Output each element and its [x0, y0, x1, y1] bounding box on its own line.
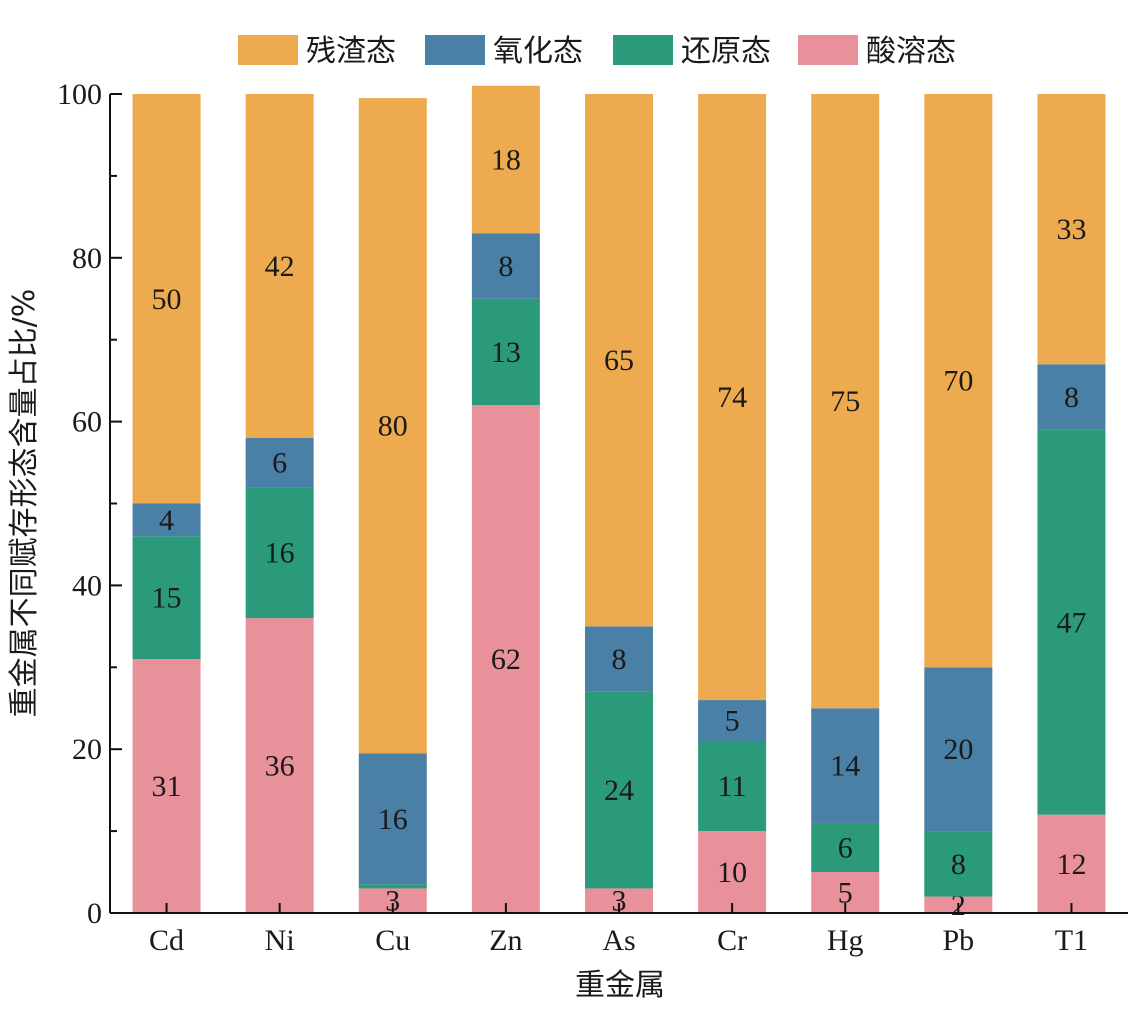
bar-Pb-氧化态	[924, 667, 993, 832]
bar-Zn-酸溶态	[471, 405, 540, 913]
legend-swatch-残渣态	[238, 35, 298, 65]
data-label-Cu-残渣态: 80	[378, 410, 408, 443]
data-label-As-还原态: 24	[604, 774, 634, 807]
bar-Pb-残渣态	[924, 94, 993, 668]
data-label-Pb-氧化态: 20	[943, 733, 973, 766]
data-label-Zn-残渣态: 18	[491, 144, 521, 177]
data-label-Ni-酸溶态: 36	[265, 750, 295, 783]
bar-Cd-还原态	[132, 536, 201, 660]
legend: 残渣态 氧化态 还原态 酸溶态	[238, 34, 956, 69]
x-tick-label: Hg	[827, 924, 864, 957]
bar-Cd-氧化态	[132, 503, 201, 537]
bar-Cd-残渣态	[132, 94, 201, 504]
data-label-Hg-还原态: 6	[838, 831, 853, 864]
legend-label-还原态: 还原态	[681, 34, 771, 69]
data-label-Cd-酸溶态: 31	[152, 770, 182, 803]
bar-T1-残渣态	[1037, 94, 1106, 365]
bar-Hg-氧化态	[811, 708, 880, 823]
x-axis-title: 重金属	[575, 968, 665, 1003]
data-label-Cd-残渣态: 50	[152, 283, 182, 316]
bar-Zn-氧化态	[471, 233, 540, 299]
data-label-Cu-酸溶态: 3	[385, 885, 400, 918]
y-tick-label: 20	[72, 733, 102, 766]
bar-As-氧化态	[585, 626, 653, 692]
x-tick-label: As	[602, 924, 635, 957]
x-tick-label: Pb	[942, 924, 974, 957]
bar-Cr-还原态	[698, 741, 767, 832]
bar-As-还原态	[585, 691, 653, 889]
bar-Ni-氧化态	[245, 437, 314, 488]
bars: 31 15 4 50 36 16 6 42 3 16 80 62 13 8 18 3 24 8 65 10 11 5 74 5…	[132, 85, 1106, 922]
bar-Zn-残渣态	[471, 85, 540, 234]
y-tick-label: 40	[72, 569, 102, 602]
data-label-Ni-氧化态: 6	[272, 447, 287, 480]
legend-label-氧化态: 氧化态	[493, 34, 583, 69]
bar-As-残渣态	[585, 94, 653, 627]
bar-Ni-还原态	[245, 487, 314, 619]
data-label-Zn-酸溶态: 62	[491, 643, 521, 676]
bar-Ni-酸溶态	[245, 618, 314, 913]
legend-swatch-氧化态	[425, 35, 485, 65]
x-tick-label: Cr	[717, 924, 747, 957]
legend-label-酸溶态: 酸溶态	[866, 34, 956, 69]
bar-Cu-还原态	[358, 884, 427, 889]
data-label-As-氧化态: 8	[612, 643, 627, 676]
bar-Cr-酸溶态	[698, 831, 767, 913]
data-label-Hg-氧化态: 14	[830, 750, 860, 783]
x-tick-label: T1	[1055, 924, 1088, 957]
bar-Ni-残渣态	[245, 94, 314, 438]
data-label-Cd-氧化态: 4	[159, 504, 174, 537]
legend-label-残渣态: 残渣态	[306, 34, 396, 69]
axes: 0 20 40 60 80 100 Cd Ni Cu Zn As Cr Hg Pb T1	[57, 78, 1128, 957]
y-tick-label: 80	[72, 242, 102, 275]
legend-swatch-酸溶态	[798, 35, 858, 65]
bar-T1-还原态	[1037, 429, 1106, 815]
x-tick-label: Ni	[265, 924, 295, 957]
data-label-Pb-残渣态: 70	[943, 365, 973, 398]
data-label-Cr-残渣态: 74	[717, 381, 747, 414]
data-label-Ni-残渣态: 42	[265, 250, 295, 283]
data-label-As-酸溶态: 3	[612, 885, 627, 918]
bar-Cu-残渣态	[358, 98, 427, 754]
bar-Hg-还原态	[811, 822, 880, 873]
x-tick-label: Zn	[489, 924, 522, 957]
bar-Cd-酸溶态	[132, 659, 201, 913]
bar-Cu-氧化态	[358, 753, 427, 885]
legend-swatch-还原态	[613, 35, 673, 65]
bar-Hg-残渣态	[811, 94, 880, 709]
data-label-Cd-还原态: 15	[152, 582, 182, 615]
data-label-T1-酸溶态: 12	[1056, 848, 1086, 881]
data-label-As-残渣态: 65	[604, 344, 634, 377]
data-label-Cr-氧化态: 5	[725, 705, 740, 738]
data-label-T1-残渣态: 33	[1056, 213, 1086, 246]
bar-Zn-还原态	[471, 298, 540, 406]
data-label-T1-还原态: 47	[1056, 606, 1086, 639]
y-tick-label: 0	[87, 897, 102, 930]
bar-T1-氧化态	[1037, 364, 1106, 430]
data-label-Cr-酸溶态: 10	[717, 856, 747, 889]
data-label-Zn-还原态: 13	[491, 336, 521, 369]
bar-Pb-还原态	[924, 831, 993, 897]
data-label-T1-氧化态: 8	[1064, 381, 1079, 414]
bar-T1-酸溶态	[1037, 814, 1106, 913]
data-label-Zn-氧化态: 8	[498, 250, 513, 283]
data-label-Ni-还原态: 16	[265, 537, 295, 570]
data-label-Cu-氧化态: 16	[378, 803, 408, 836]
bar-Cr-残渣态	[698, 94, 767, 701]
x-tick-label: Cu	[375, 924, 410, 957]
data-label-Cr-还原态: 11	[718, 770, 747, 803]
data-label-Hg-残渣态: 75	[830, 385, 860, 418]
data-label-Hg-酸溶态: 5	[838, 877, 853, 910]
y-tick-label: 100	[57, 78, 102, 111]
bar-Cr-氧化态	[698, 700, 767, 742]
x-tick-label: Cd	[149, 924, 184, 957]
y-tick-label: 60	[72, 406, 102, 439]
y-axis-title: 重金属不同赋存形态含量占比/%	[7, 289, 42, 718]
data-label-Pb-还原态: 8	[951, 848, 966, 881]
